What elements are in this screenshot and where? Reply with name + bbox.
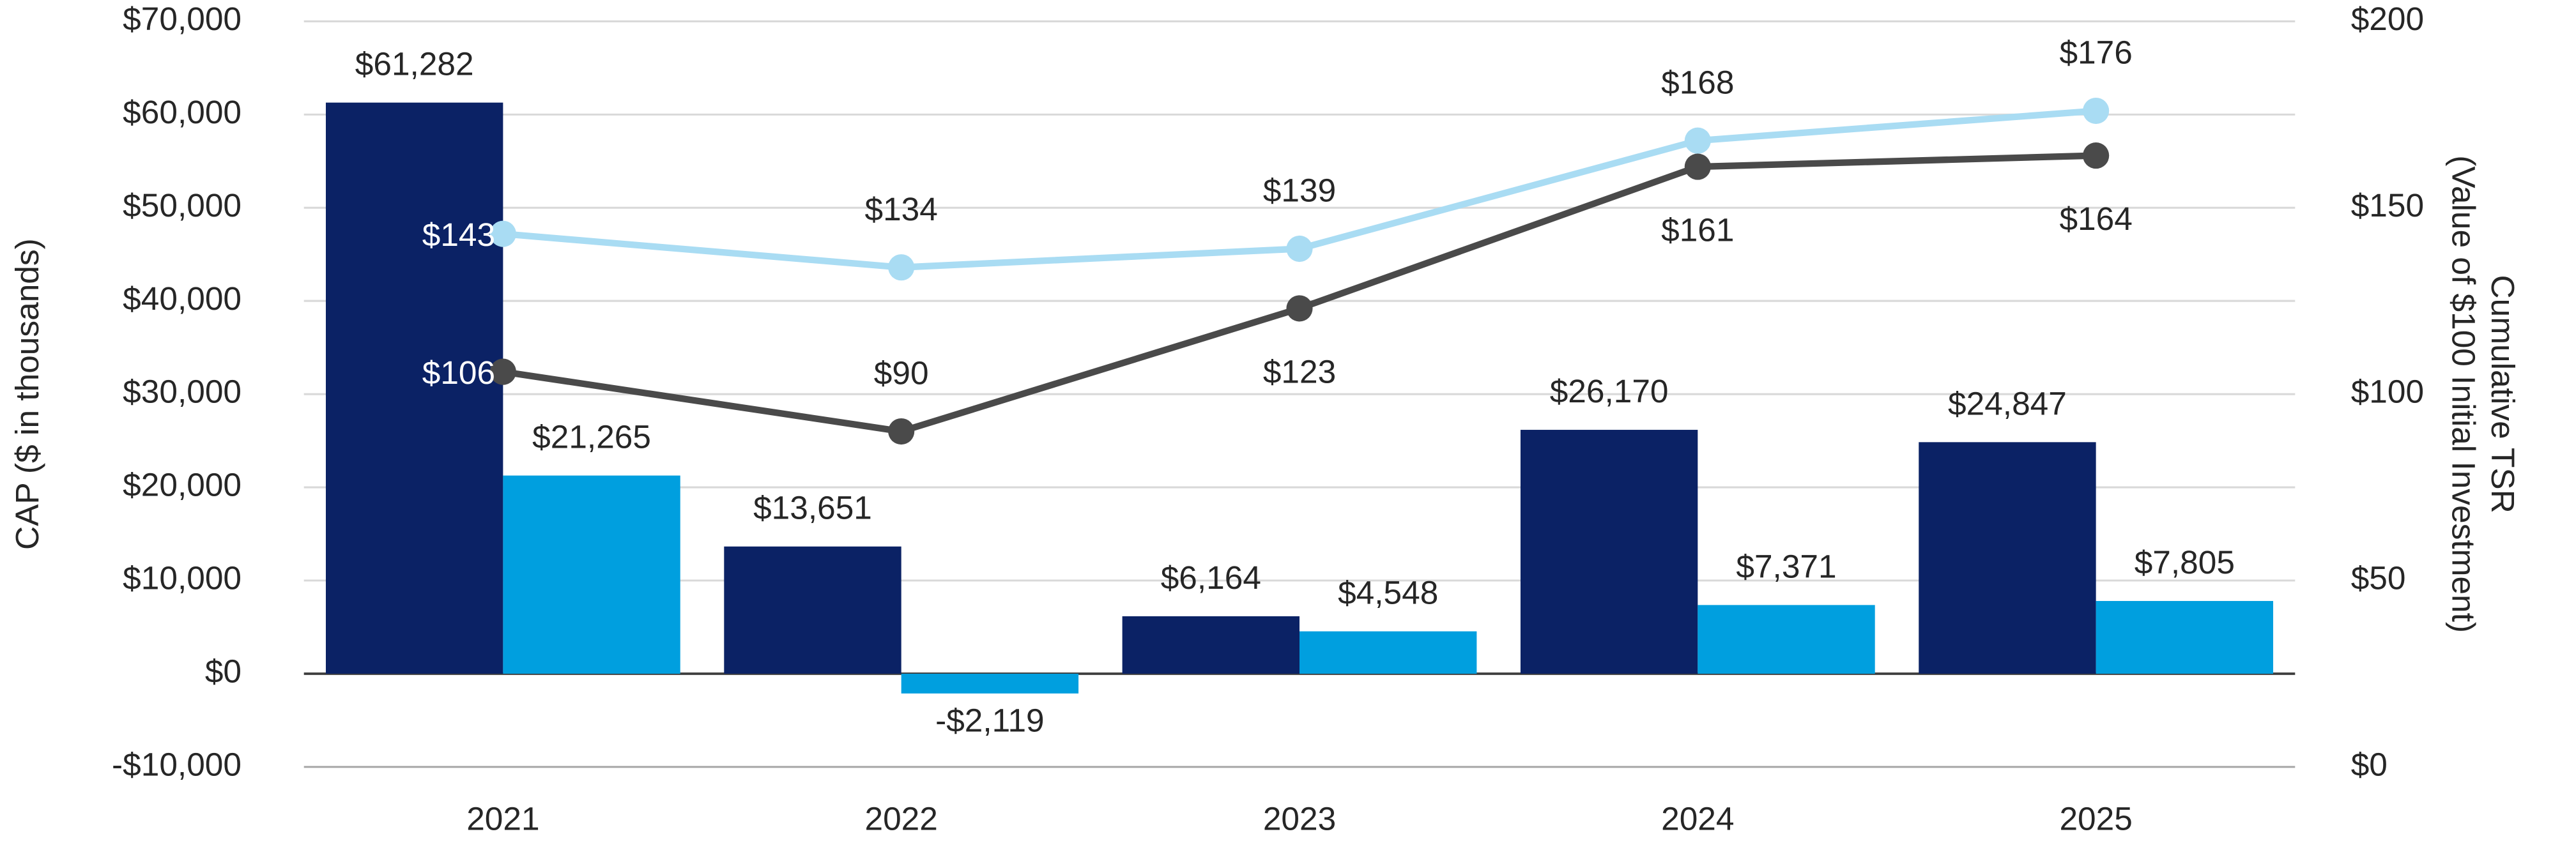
y-tick-label: $30,000 bbox=[123, 373, 241, 410]
x-tick-label: 2023 bbox=[1263, 800, 1336, 837]
line-point bbox=[1684, 127, 1711, 154]
y-tick-label: -$10,000 bbox=[112, 745, 241, 782]
y2-axis-title: Cumulative TSR bbox=[2485, 275, 2522, 513]
bar bbox=[325, 102, 503, 674]
data-label: $90 bbox=[874, 354, 929, 391]
line-point bbox=[888, 254, 915, 281]
data-label: $6,164 bbox=[1161, 559, 1261, 596]
x-tick-label: 2022 bbox=[865, 800, 938, 837]
data-label: $168 bbox=[1661, 63, 1734, 100]
line-point bbox=[888, 418, 915, 445]
x-tick-label: 2025 bbox=[2059, 800, 2132, 837]
y2-tick-label: $200 bbox=[2351, 0, 2424, 37]
data-label: $123 bbox=[1263, 353, 1336, 390]
data-label: $7,805 bbox=[2135, 543, 2235, 581]
y2-tick-label: $50 bbox=[2351, 559, 2406, 596]
data-label: $164 bbox=[2059, 200, 2132, 237]
y-tick-label: $10,000 bbox=[123, 559, 241, 596]
data-label: $134 bbox=[865, 190, 938, 227]
y2-tick-label: $150 bbox=[2351, 186, 2424, 224]
bar bbox=[1919, 442, 2096, 674]
line-point bbox=[1286, 295, 1313, 322]
bar bbox=[901, 673, 1079, 694]
data-label: $24,847 bbox=[1948, 384, 2067, 422]
bar bbox=[724, 546, 901, 674]
x-tick-label: 2024 bbox=[1661, 800, 1734, 837]
data-label: $13,651 bbox=[753, 489, 872, 526]
bar bbox=[503, 475, 680, 674]
bar bbox=[1122, 616, 1300, 674]
line-point bbox=[1684, 153, 1711, 180]
y2-axis-title: (Value of $100 Initial Investment) bbox=[2445, 155, 2482, 633]
line-point bbox=[489, 358, 516, 385]
data-label: $4,548 bbox=[1338, 574, 1438, 611]
line-point bbox=[2083, 97, 2110, 125]
y2-tick-label: $0 bbox=[2351, 745, 2388, 782]
data-label: $106 bbox=[422, 354, 495, 391]
line-point bbox=[489, 220, 516, 247]
y-tick-label: $60,000 bbox=[123, 93, 241, 130]
y2-tick-label: $100 bbox=[2351, 373, 2424, 410]
data-label: $161 bbox=[1661, 211, 1734, 248]
y-tick-label: $0 bbox=[205, 653, 241, 690]
data-label: $61,282 bbox=[355, 45, 474, 82]
data-label: $139 bbox=[1263, 172, 1336, 209]
data-label: $26,170 bbox=[1550, 372, 1669, 409]
y-tick-label: $70,000 bbox=[123, 0, 241, 37]
y-tick-label: $40,000 bbox=[123, 280, 241, 317]
bar bbox=[2096, 601, 2274, 674]
line-point bbox=[2083, 142, 2110, 169]
data-label: -$2,119 bbox=[935, 702, 1045, 739]
data-label: $21,265 bbox=[532, 418, 651, 455]
bar bbox=[1520, 430, 1698, 674]
y-axis-title: CAP ($ in thousands) bbox=[8, 238, 45, 550]
x-tick-label: 2021 bbox=[466, 800, 539, 837]
line-point bbox=[1286, 235, 1313, 262]
data-label: $176 bbox=[2059, 34, 2132, 71]
y-tick-label: $50,000 bbox=[123, 186, 241, 224]
data-label: $7,371 bbox=[1736, 547, 1836, 584]
bar bbox=[1300, 631, 1477, 674]
bar bbox=[1698, 605, 1875, 674]
y-tick-label: $20,000 bbox=[123, 466, 241, 503]
data-label: $143 bbox=[422, 216, 495, 253]
